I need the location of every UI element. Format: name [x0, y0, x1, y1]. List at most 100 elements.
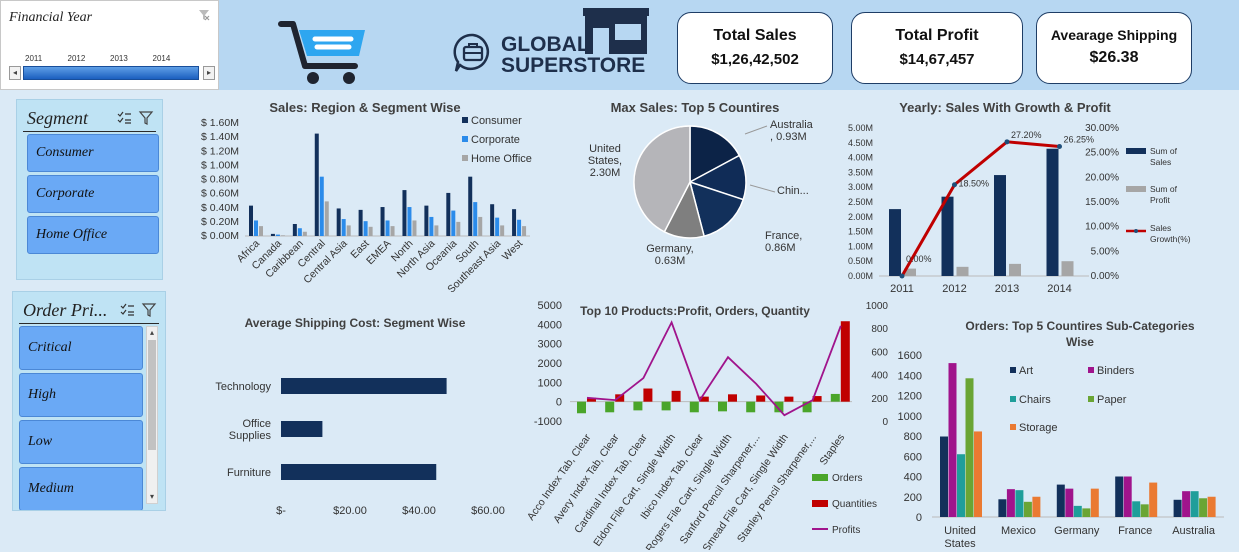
- chart-title-top5-countries: Max Sales: Top 5 Countires: [610, 100, 780, 115]
- clear-filter-icon[interactable]: [141, 302, 157, 318]
- clear-filter-icon[interactable]: [198, 9, 210, 21]
- priority-option-high[interactable]: High: [19, 373, 143, 417]
- pie-leader-line: [744, 125, 768, 135]
- y-tick-label: 0: [916, 512, 922, 524]
- slicer-title: Segment: [27, 108, 88, 128]
- legend-label: Sum of Profit: [1150, 184, 1178, 205]
- bar-quantities: [643, 388, 653, 402]
- bar-binders: [948, 363, 957, 517]
- scrollbar-thumb[interactable]: [148, 340, 156, 450]
- pie-label: Australia, 0.93M: [770, 119, 814, 143]
- y-tick-label: 4.50M: [848, 138, 873, 148]
- scroll-up-arrow-icon[interactable]: ▴: [149, 328, 154, 337]
- bar-art: [998, 499, 1007, 517]
- slicer-title: Order Pri...: [23, 300, 108, 320]
- bar-consumer: [314, 133, 319, 236]
- bar-sales: [1046, 148, 1059, 276]
- bar-corporate: [341, 219, 346, 236]
- bar-corporate: [429, 216, 434, 236]
- bar-orders: [802, 401, 812, 413]
- bar-storage: [1207, 496, 1216, 517]
- chart-title-region-segment: Sales: Region & Segment Wise: [269, 100, 461, 115]
- bar-orders: [718, 401, 727, 412]
- bar-binders: [1123, 476, 1132, 517]
- pie-label: Germany, 0.63M: [646, 243, 693, 267]
- priority-option-low[interactable]: Low: [19, 420, 143, 464]
- y-tick-label: $ 1.40M: [201, 131, 239, 143]
- growth-data-label: 0.00%: [906, 254, 932, 264]
- legend-label: Quantities: [832, 499, 877, 510]
- bar-consumer: [336, 208, 341, 236]
- scroll-down-arrow-icon[interactable]: ▾: [149, 492, 154, 501]
- y2-tick-label: 0.00%: [1091, 271, 1119, 282]
- y-tick-label: 3.50M: [848, 167, 873, 177]
- segment-option-consumer[interactable]: Consumer: [27, 134, 159, 172]
- x-tick-label: Mexico: [1001, 525, 1036, 537]
- x-tick-label: 2013: [995, 283, 1019, 295]
- header-banner: GLOBAL SUPERSTORE Total Sales $1,26,42,5…: [219, 0, 1239, 90]
- financial-year-timeline: Financial Year 2011 2012 2013 2014 ◂ ▸: [0, 0, 219, 90]
- bar-storage: [1090, 488, 1099, 517]
- y-tick-label: $ 0.80M: [201, 174, 239, 186]
- bar-art: [940, 436, 948, 517]
- year-label: 2014: [152, 54, 171, 63]
- segment-option-corporate[interactable]: Corporate: [27, 175, 159, 213]
- scroll-right-arrow-icon[interactable]: ▸: [203, 66, 215, 80]
- x-tick-label: $20.00: [333, 505, 367, 517]
- timeline-range-bar[interactable]: [23, 66, 199, 80]
- legend-swatch: [1134, 229, 1138, 233]
- y-tick-label: 1200: [898, 391, 922, 403]
- bar-corporate: [254, 220, 258, 236]
- bar-corporate: [363, 221, 368, 236]
- bar-home-office: [456, 221, 461, 236]
- bar-sales: [994, 175, 1006, 276]
- y-tick-label: 5000: [538, 300, 562, 312]
- y-tick-label: 4.00M: [848, 153, 873, 163]
- bar-storage: [974, 431, 982, 517]
- top5-countries-pie-chart: Australia, 0.93M Chin... France, 0.86M Germa…: [588, 119, 814, 267]
- multi-select-icon[interactable]: [119, 302, 135, 318]
- y-tick-label: 0.50M: [848, 256, 873, 266]
- y-tick-label: 1000: [898, 411, 922, 423]
- y-tick-label: $ 1.60M: [201, 117, 239, 129]
- kpi-value: $14,67,457: [899, 51, 975, 68]
- order-priority-slicer: Order Pri... Critical High Low Medium ▴ …: [12, 291, 166, 511]
- y-tick-label: 200: [904, 492, 922, 504]
- legend-swatch: [812, 474, 828, 481]
- y-tick-label: 2.50M: [848, 197, 873, 207]
- priority-option-critical[interactable]: Critical: [19, 326, 143, 370]
- bar-corporate: [297, 228, 302, 236]
- bar-consumer: [424, 205, 429, 236]
- y-tick-label: 600: [904, 451, 922, 463]
- bar-orders: [661, 401, 671, 411]
- y-tick-label: 5.00M: [848, 123, 873, 133]
- slicer-scrollbar[interactable]: ▴ ▾: [146, 326, 158, 504]
- x-tick-label: Staples: [817, 432, 847, 468]
- year-label: 2012: [67, 54, 86, 63]
- growth-data-label: 26.25%: [1064, 135, 1095, 145]
- kpi-value: $26.38: [1089, 49, 1139, 66]
- bar-consumer: [468, 176, 473, 236]
- y-tick-label: $ 0.00M: [201, 230, 239, 242]
- multi-select-icon[interactable]: [116, 110, 132, 126]
- x-tick-label: $-: [276, 505, 286, 517]
- clear-filter-icon[interactable]: [138, 110, 154, 126]
- x-tick-label: Australia: [1172, 525, 1216, 537]
- legend-swatch: [462, 117, 468, 123]
- legend-label: Profits: [832, 525, 860, 536]
- segment-option-home-office[interactable]: Home Office: [27, 216, 159, 254]
- bar-quantities: [587, 397, 596, 402]
- kpi-title: Total Sales: [713, 27, 797, 44]
- kpi-total-profit: Total Profit $14,67,457: [851, 12, 1023, 84]
- x-tick-label: EMEA: [364, 238, 394, 268]
- scroll-left-arrow-icon[interactable]: ◂: [9, 66, 21, 80]
- year-label: 2013: [110, 54, 128, 63]
- priority-option-medium[interactable]: Medium: [19, 467, 143, 510]
- y2-tick-label: 25.00%: [1085, 148, 1119, 159]
- bar-corporate: [517, 219, 522, 236]
- y2-tick-label: 30.00%: [1085, 123, 1119, 134]
- y-tick-label: $ 0.60M: [201, 188, 239, 200]
- legend-swatch: [462, 136, 468, 142]
- financial-year-title: Financial Year: [9, 10, 93, 25]
- kpi-value: $1,26,42,502: [711, 51, 799, 68]
